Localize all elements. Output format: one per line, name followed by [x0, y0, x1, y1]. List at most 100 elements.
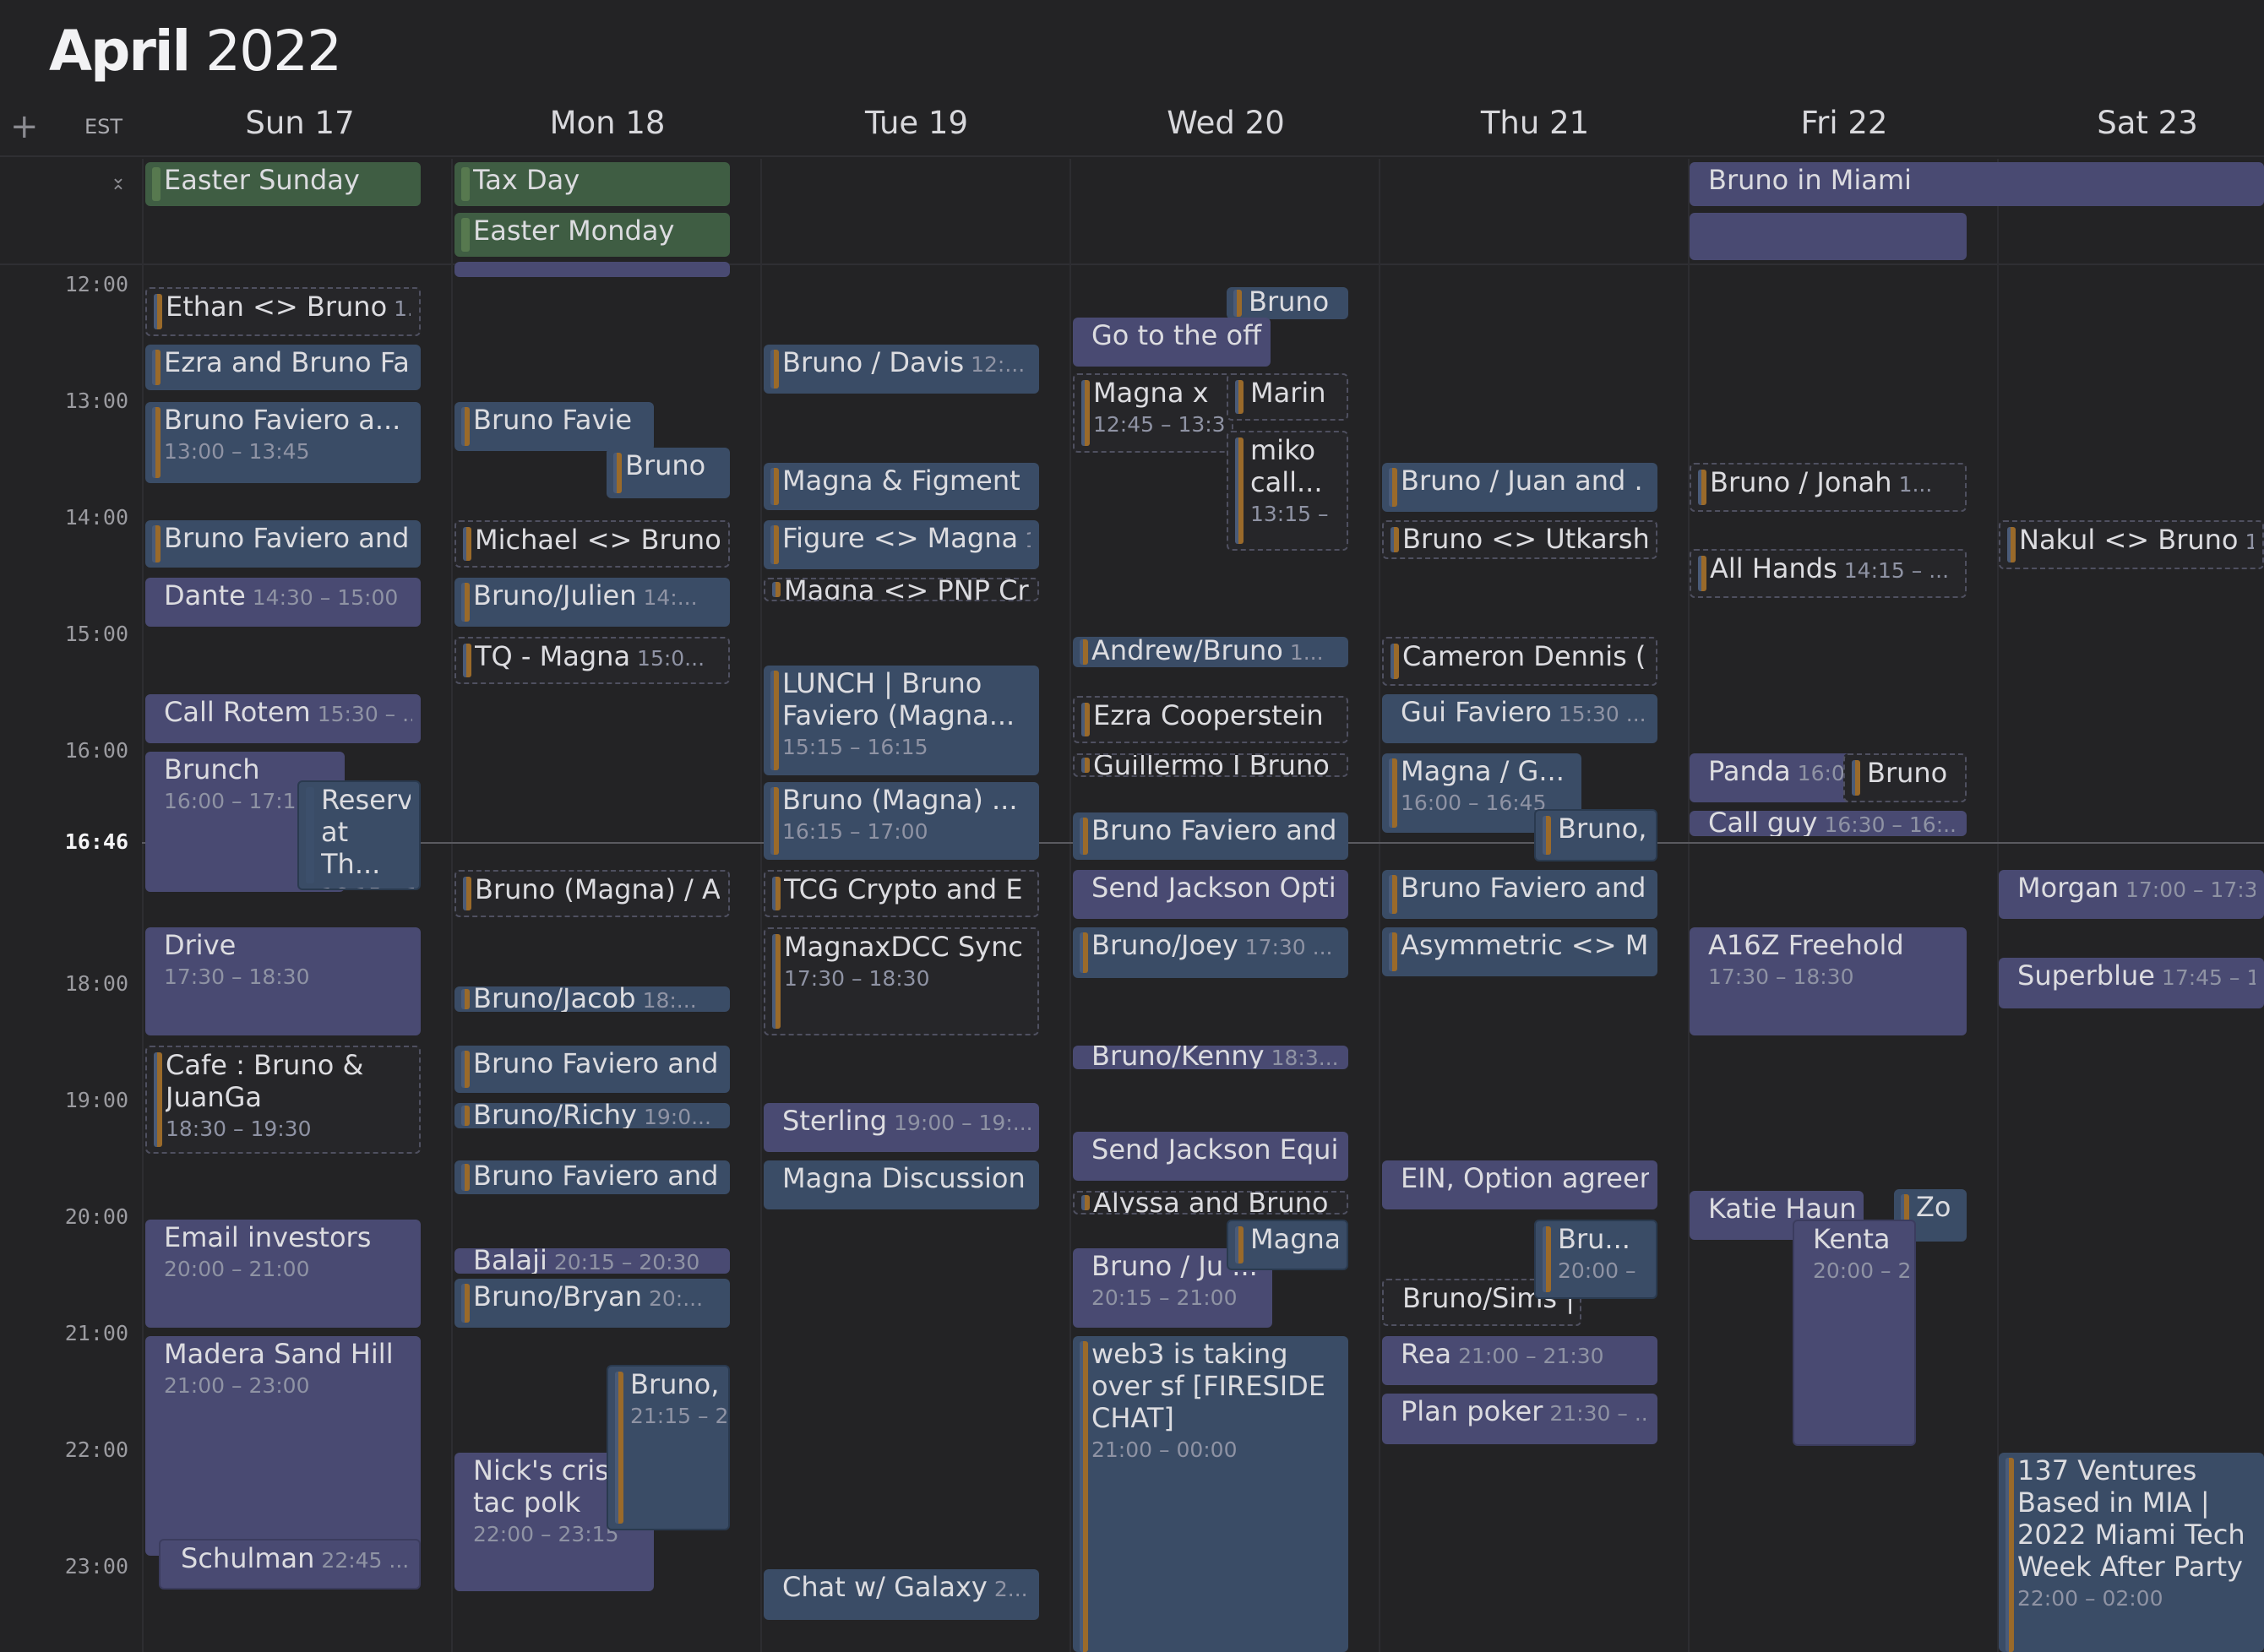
day-header-sun[interactable]: Sun 17 [245, 105, 355, 141]
calendar-event[interactable]: Bru... 20:00 – [1534, 1220, 1657, 1299]
calendar-event[interactable]: Magna & Figment [764, 463, 1039, 510]
calendar-event[interactable]: web3 is taking over sf [FIRESIDE CHAT] 21… [1073, 1336, 1348, 1652]
calendar-event[interactable]: Schulman 22:45 ... [159, 1539, 421, 1590]
year-label: 2022 [205, 19, 342, 84]
hour-label: 18:00 [64, 971, 128, 996]
calendar-event[interactable]: Magna <> PNP Cr [764, 578, 1039, 601]
allday-event[interactable]: Easter Monday [454, 213, 730, 257]
plus-icon[interactable]: + [10, 107, 39, 146]
calendar-event[interactable]: Reserv at Th...16:15 – 17 [297, 780, 421, 890]
calendar-event[interactable]: Email investors 20:00 – 21:00 [145, 1220, 421, 1328]
calendar-event[interactable]: All Hands 14:15 – ... [1690, 549, 1967, 598]
calendar-event[interactable]: Call guy 16:30 – 16:... [1690, 811, 1967, 836]
calendar-event[interactable]: Bruno, [1534, 809, 1657, 861]
calendar-event[interactable]: Madera Sand Hill 21:00 – 23:00 [145, 1336, 421, 1556]
calendar-event[interactable]: Chat w/ Galaxy 2... [764, 1569, 1039, 1620]
calendar-event[interactable]: Michael <> Bruno [454, 520, 730, 568]
column-divider [1997, 159, 1999, 1652]
hour-label: 12:00 [64, 272, 128, 296]
allday-event[interactable]: Easter Sunday [145, 162, 421, 206]
day-header-sat[interactable]: Sat 23 [2097, 105, 2198, 141]
calendar-event[interactable]: Bruno (Magna) ... 16:15 – 17:00 [764, 782, 1039, 860]
calendar-event[interactable]: Marin [1227, 373, 1348, 421]
day-header-thu[interactable]: Thu 21 [1480, 105, 1590, 141]
day-header-mon[interactable]: Mon 18 [549, 105, 666, 141]
calendar-event[interactable]: Bruno Faviero and [454, 1160, 730, 1194]
allday-event[interactable]: Tax Day [454, 162, 730, 206]
column-divider [1688, 159, 1690, 1652]
calendar-event[interactable]: Bruno Faviero and [1382, 870, 1657, 919]
calendar-event[interactable]: Bruno / Juan and . [1382, 463, 1657, 512]
calendar-event[interactable]: Bruno / Ju ... 20:15 – 21:00 [1073, 1248, 1272, 1328]
calendar-event[interactable]: Sterling 19:00 – 19:... [764, 1103, 1039, 1152]
calendar-event[interactable]: TQ - Magna 15:0... [454, 637, 730, 684]
calendar-event[interactable]: LUNCH | Bruno Faviero (Magna... 15:15 – 1… [764, 666, 1039, 775]
calendar-event[interactable]: 137 Ventures Based in MIA | 2022 Miami T… [1999, 1453, 2264, 1652]
allday-event[interactable] [1690, 213, 1967, 260]
column-divider [451, 159, 453, 1652]
calendar-event[interactable]: Drive 17:30 – 18:30 [145, 927, 421, 1035]
calendar-event[interactable]: Bruno Faviero and [1073, 812, 1348, 860]
hour-label: 22:00 [64, 1437, 128, 1462]
calendar-event[interactable]: Guillermo I Bruno [1073, 753, 1348, 777]
calendar-event[interactable]: Bruno Faviero and [145, 520, 421, 568]
calendar-event[interactable]: Bruno [1227, 287, 1348, 319]
calendar-event[interactable]: Ezra and Bruno Fa [145, 345, 421, 390]
calendar-event[interactable]: Dante 14:30 – 15:00 [145, 578, 421, 627]
calendar-event[interactable]: Gui Faviero 15:30 ... [1382, 694, 1657, 743]
hour-label: 13:00 [64, 389, 128, 413]
calendar-event[interactable]: Bruno/Kenny 18:3... [1073, 1046, 1348, 1069]
calendar-event[interactable]: A16Z Freehold 17:30 – 18:30 [1690, 927, 1967, 1035]
calendar-event[interactable]: EIN, Option agreen [1382, 1160, 1657, 1209]
calendar-event[interactable]: Magna x 12:45 – 13:3 [1073, 373, 1233, 453]
calendar-event[interactable]: Plan poker 21:30 – ... [1382, 1394, 1657, 1444]
calendar-event[interactable]: Rea 21:00 – 21:30 [1382, 1336, 1657, 1385]
current-time-label: 16:46 [64, 829, 128, 854]
calendar-event[interactable]: Magna [1227, 1220, 1348, 1270]
collapse-allday-icon[interactable]: ⌄ ⌃ [110, 167, 127, 204]
calendar-event[interactable]: Go to the off [1073, 318, 1271, 367]
calendar-event[interactable]: Bruno <> Utkarsh [1382, 520, 1657, 559]
calendar-event[interactable]: Bruno/Joey 17:30 ... [1073, 927, 1348, 978]
day-header-fri[interactable]: Fri 22 [1800, 105, 1888, 141]
calendar-event[interactable]: Bruno [607, 448, 730, 498]
calendar-event[interactable]: Bruno [1843, 753, 1967, 802]
calendar-event[interactable]: Nakul <> Bruno1... [1999, 520, 2264, 569]
calendar-event[interactable]: MagnaxDCC Sync 17:30 – 18:30 [764, 927, 1039, 1035]
day-header-tue[interactable]: Tue 19 [864, 105, 969, 141]
calendar-event[interactable]: Ezra Cooperstein [1073, 696, 1348, 743]
calendar-event[interactable]: Bruno Faviero a... 13:00 – 13:45 [145, 402, 421, 483]
calendar-event[interactable]: Bruno Favie [454, 402, 654, 451]
calendar-event[interactable]: Andrew/Bruno 1... [1073, 637, 1348, 667]
calendar-event[interactable]: Bruno / Davis 12:... [764, 345, 1039, 394]
calendar-event[interactable]: Send Jackson Opti [1073, 870, 1348, 919]
calendar-event[interactable]: miko call... 13:15 – [1227, 431, 1348, 551]
calendar-event[interactable]: Bruno Faviero and [454, 1046, 730, 1093]
calendar-event[interactable]: Bruno/Richy 19:0... [454, 1103, 730, 1128]
calendar-event[interactable]: Cafe : Bruno & JuanGa 18:30 – 19:30 [145, 1046, 421, 1154]
calendar-event[interactable]: Balaji 20:15 – 20:30 [454, 1248, 730, 1274]
calendar-event[interactable]: Asymmetric <> M [1382, 927, 1657, 976]
calendar-event[interactable]: TCG Crypto and E [764, 870, 1039, 917]
calendar-event[interactable]: Call Rotem 15:30 – ... [145, 694, 421, 743]
calendar-event[interactable]: Alyssa and Bruno [1073, 1191, 1348, 1215]
calendar-event[interactable]: Cameron Dennis ( [1382, 637, 1657, 686]
calendar-event[interactable]: Bruno / Jonah 1... [1690, 463, 1967, 512]
calendar-event[interactable]: Bruno, 21:15 – 2 [607, 1365, 730, 1530]
calendar-event[interactable]: Send Jackson Equi [1073, 1132, 1348, 1181]
calendar-event[interactable]: Kenta 20:00 – 2 [1793, 1220, 1916, 1446]
calendar-event[interactable]: Magna Discussion [764, 1160, 1039, 1209]
calendar-event[interactable]: Bruno/Jacob 18:... [454, 986, 730, 1012]
timezone-label[interactable]: EST [84, 115, 123, 139]
allday-event-overflow[interactable] [454, 262, 730, 277]
day-header-wed[interactable]: Wed 20 [1167, 105, 1285, 141]
calendar-event[interactable]: Bruno (Magna) / A [454, 870, 730, 917]
calendar-event[interactable]: Bruno/Bryan 20:... [454, 1279, 730, 1328]
calendar-event[interactable]: Bruno/Julien 14:... [454, 578, 730, 627]
allday-event[interactable]: Bruno in Miami [1690, 162, 2264, 206]
